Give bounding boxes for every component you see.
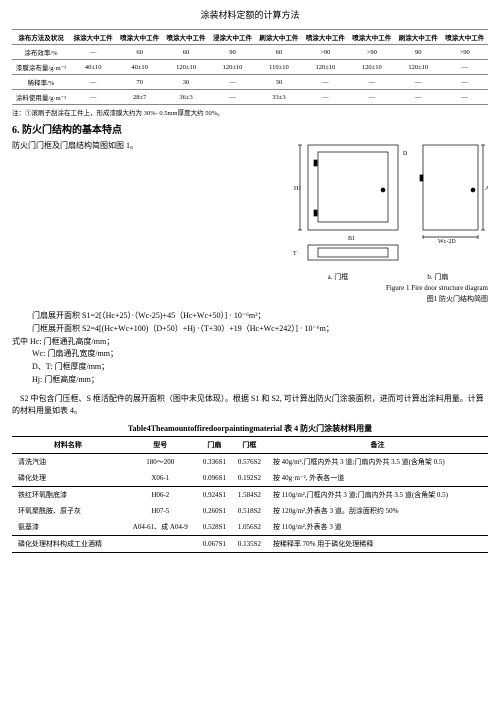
caption-b: b. 门扇: [427, 272, 448, 282]
table4-title: Table4Theamountoffiredoorpaintingmateria…: [12, 423, 488, 434]
t4-h3: 门框: [232, 436, 267, 453]
t1-h9: 喷涂大中工件: [441, 30, 488, 45]
figure1-diagram: H1 B1 D A Wc-2D T a. 门框 b. 门扇 Figure 1 F…: [288, 140, 488, 304]
table-row: 氨基漆A04-61、成 A04-90.528S11.056S2按 110g/m²…: [12, 519, 488, 536]
para-s2: S2 中包含门压框、S 框活配件的展开面积（图中未见体现）。根据 S1 和 S2…: [12, 393, 488, 417]
t1-h0: 涂布方法及状况: [12, 30, 70, 45]
formula-def-hc: 式中 Hc: 门框通孔高度/mm；: [12, 336, 488, 349]
door-structure-svg: H1 B1 D A Wc-2D T: [288, 140, 488, 270]
t1-r3-label: 涂料使用量/g·m⁻²: [12, 90, 70, 105]
label-wc: Wc-2D: [438, 239, 456, 245]
t1-h4: 浸涂大中工件: [209, 30, 255, 45]
table-row: 清洗汽油180～2000.336S10.576S2按 40g/m²,门框内外共 …: [12, 453, 488, 470]
table1-header-row: 涂布方法及状况 抹涂大中工件 喷涂大中工件 喷涂大中工件 浸涂大中工件 刷涂大中…: [12, 30, 488, 45]
table1-note: 注：①滚刷子刮涂在工件上，形成漆膜大约为 30%- 0.5mm厚度大约 50%。: [12, 107, 488, 117]
table-row: 环氧聚酰胺、原子灰H07-50.260S10.518S2按 120g/m²,外表…: [12, 503, 488, 519]
t4-h1: 型号: [124, 436, 197, 453]
t1-h6: 喷涂大中工件: [302, 30, 348, 45]
page-title: 涂装材料定额的计算方法: [12, 8, 488, 21]
label-h1: H1: [294, 186, 301, 192]
formula-s2: 门框展开面积 S2=4[(Hc+Wc+100)（D+50）+Hj ·（T+30）…: [12, 323, 488, 336]
table-row: 磷化处理材料构成工业酒精0.067S10.135S2按稀释率 70% 用于磷化处…: [12, 535, 488, 552]
t1-h2: 喷涂大中工件: [116, 30, 162, 45]
caption-a: a. 门框: [328, 272, 349, 282]
table-row: 磷化处理X06-10.096S10.192S2按 40g·m⁻², 外表各一道: [12, 470, 488, 487]
formula-s1: 门扇展开面积 S1=2[（Hc+25）·（Wc-25)+45（Hc+Wc+50）…: [12, 310, 488, 323]
figure-label-en: Figure 1 Fire door structure diagram: [288, 284, 488, 292]
table4: 材料名称 型号 门扇 门框 备注 清洗汽油180～2000.336S10.576…: [12, 436, 488, 553]
t1-h7: 喷涂大中工件: [349, 30, 395, 45]
section6-title: 6. 防火门结构的基本特点: [12, 121, 488, 136]
t4-h4: 备注: [267, 436, 488, 453]
label-t: T: [293, 251, 297, 257]
t1-h5: 刷涂大中工件: [256, 30, 302, 45]
t4-h0: 材料名称: [12, 436, 124, 453]
t1-h1: 抹涂大中工件: [70, 30, 116, 45]
figure-label: 图1 防火门结构简图: [288, 294, 488, 304]
t1-r1-label: 漆膜涂布量/g·m⁻²: [12, 60, 70, 75]
label-a: A: [485, 186, 488, 192]
label-b1: B1: [348, 236, 355, 242]
t1-h3: 喷涂大中工件: [163, 30, 209, 45]
table1: 涂布方法及状况 抹涂大中工件 喷涂大中工件 喷涂大中工件 浸涂大中工件 刷涂大中…: [12, 29, 488, 105]
table-row: 稀释率/%—7030—30————: [12, 75, 488, 90]
t1-r0-label: 涂布效率/%: [12, 45, 70, 60]
formula-def-hj: Hj: 门框高度/mm；: [12, 374, 488, 387]
table-row: 涂料使用量/g·m⁻²—28±736±3—33±3————: [12, 90, 488, 105]
section6-intro: 防火门门框及门扇结构简图如图 1。: [12, 140, 280, 304]
t4-h2: 门扇: [197, 436, 232, 453]
t4-header-row: 材料名称 型号 门扇 门框 备注: [12, 436, 488, 453]
formula-block: 门扇展开面积 S1=2[（Hc+25）·（Wc-25)+45（Hc+Wc+50）…: [12, 310, 488, 387]
formula-def-dt: D、T: 门框厚度/mm；: [12, 361, 488, 374]
table-row: 铁红环氧酯底漆H06-20.924S11.584S2按 110g/m²,门框内外…: [12, 486, 488, 503]
table-row: 漆膜涂布量/g·m⁻²40±1040±10120±10120±10110±101…: [12, 60, 488, 75]
formula-def-wc: Wc: 门扇通孔宽度/mm；: [12, 348, 488, 361]
table-row: 涂布效率/%—60609060>90>9090>90: [12, 45, 488, 60]
t1-h8: 刷涂大中工件: [395, 30, 441, 45]
label-d: D: [403, 151, 408, 157]
t1-r2-label: 稀释率/%: [12, 75, 70, 90]
